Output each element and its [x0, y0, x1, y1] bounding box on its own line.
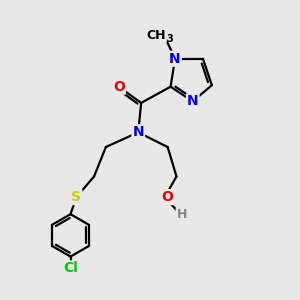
- Text: H: H: [177, 208, 187, 221]
- Text: S: S: [71, 190, 81, 204]
- Text: 3: 3: [167, 34, 173, 44]
- Text: N: N: [132, 125, 144, 139]
- Text: N: N: [169, 52, 181, 66]
- Text: O: O: [113, 80, 125, 94]
- Text: O: O: [162, 190, 174, 204]
- Text: Cl: Cl: [63, 261, 78, 275]
- Text: N: N: [187, 94, 199, 108]
- Text: CH: CH: [147, 29, 166, 42]
